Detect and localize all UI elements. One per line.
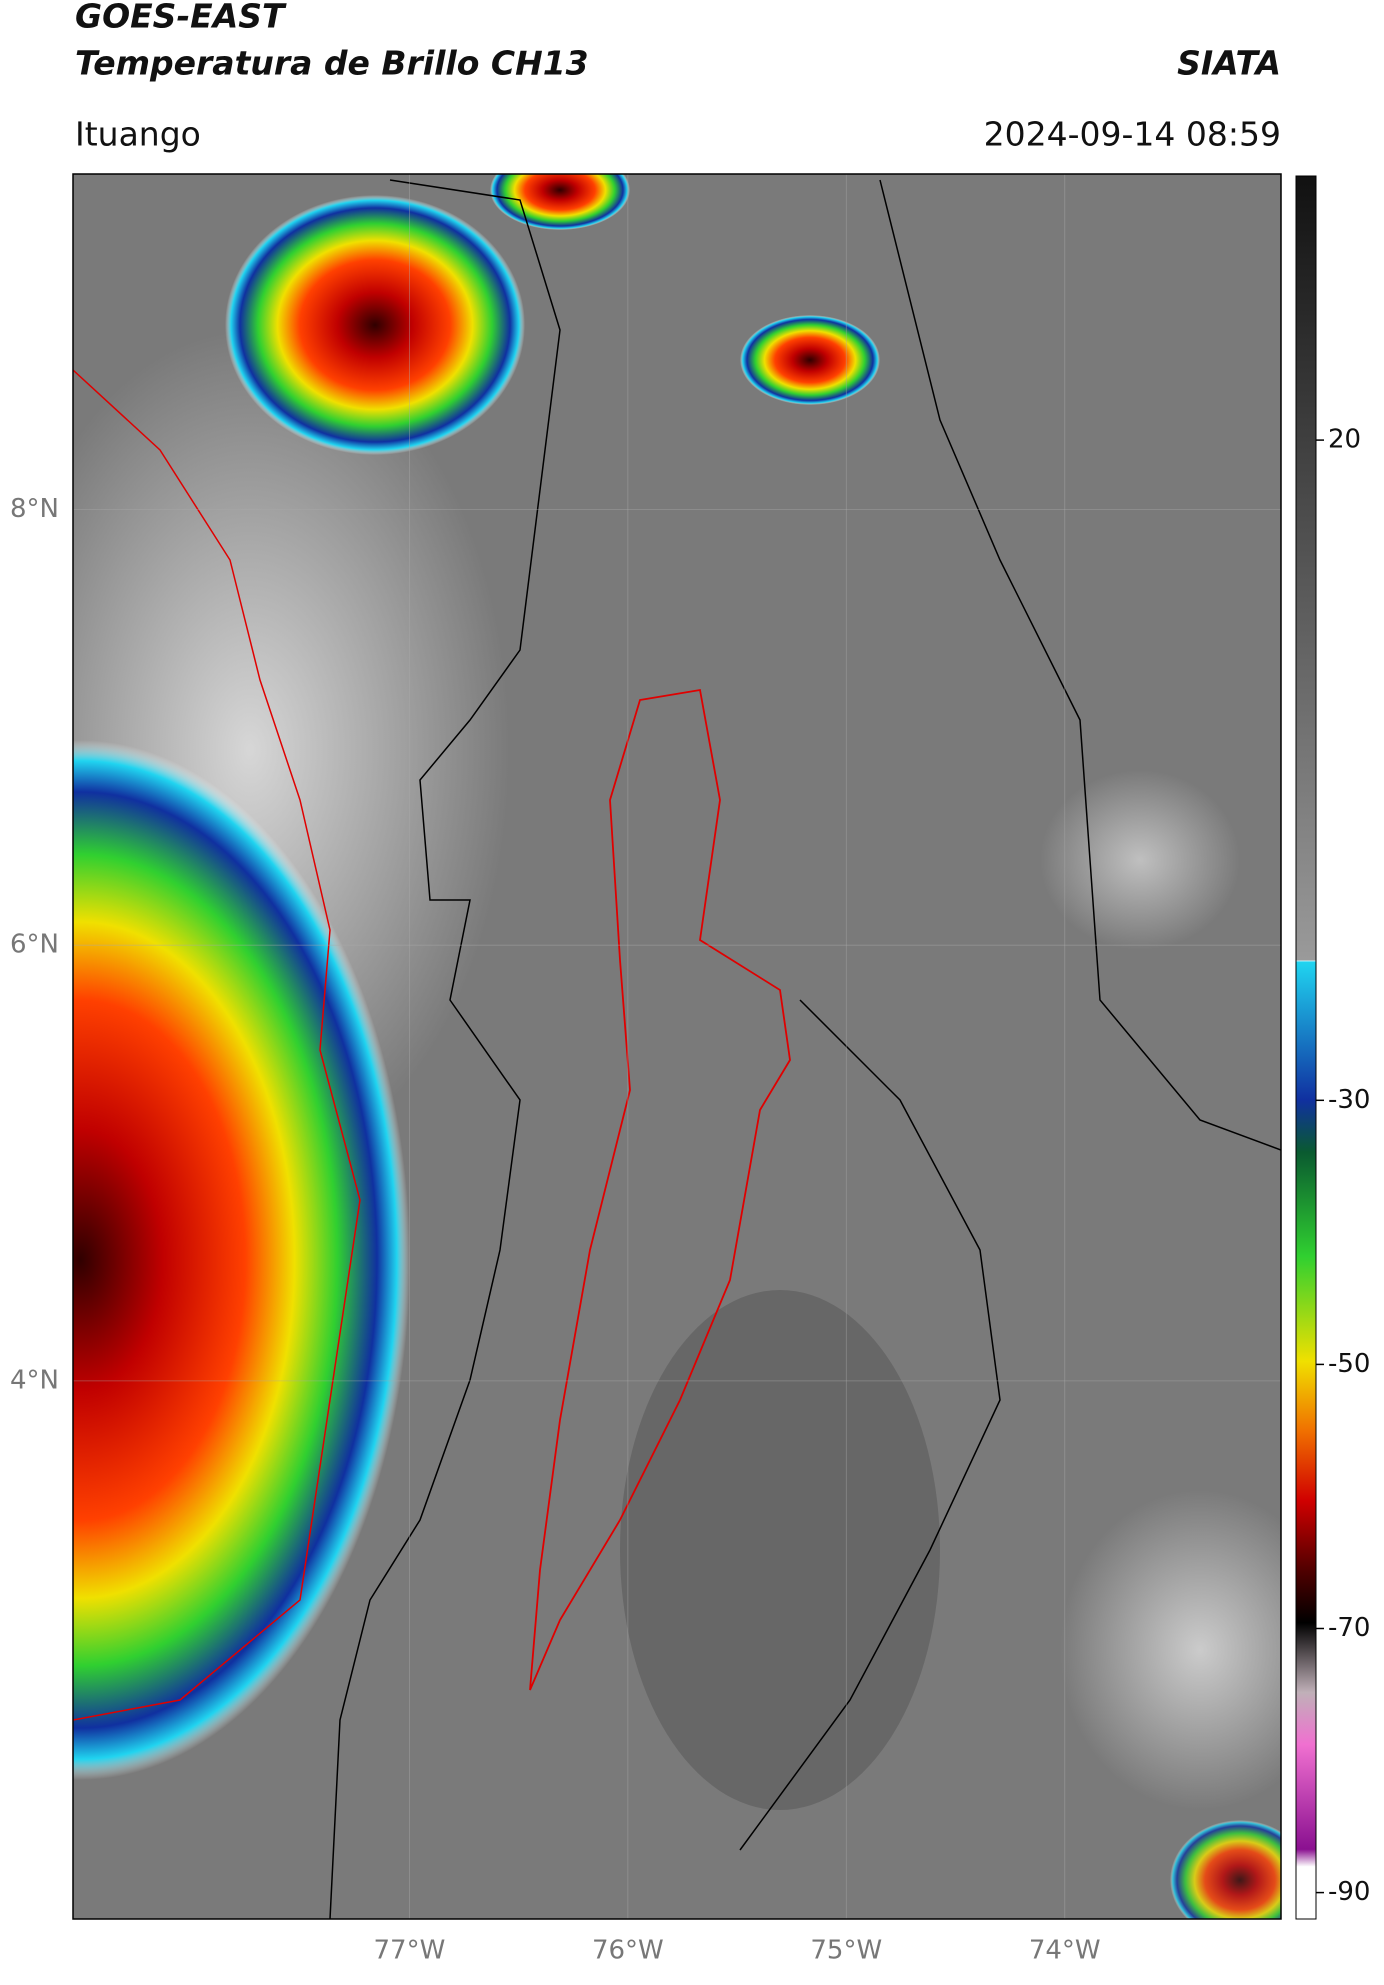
region: Ituango bbox=[75, 115, 201, 154]
map-frame bbox=[72, 173, 1282, 1920]
subtitle: Temperatura de Brillo CH13 bbox=[75, 44, 589, 83]
colorbar-tick-label: -70 bbox=[1328, 1613, 1370, 1643]
x-tick-label: 76°W bbox=[592, 1936, 664, 1966]
satellite-image bbox=[73, 174, 1281, 1919]
colorbar bbox=[1295, 175, 1317, 1920]
colorbar-tick-label: 20 bbox=[1328, 425, 1361, 455]
x-tick-label: 77°W bbox=[374, 1936, 446, 1966]
timestamp: 2024-09-14 08:59 bbox=[984, 115, 1281, 154]
colorbar-tick-label: -90 bbox=[1328, 1877, 1370, 1907]
x-tick-label: 75°W bbox=[810, 1936, 882, 1966]
y-tick-label: 4°N bbox=[10, 1365, 59, 1395]
colorbar-tick-label: -50 bbox=[1328, 1349, 1370, 1379]
source: SIATA bbox=[1177, 44, 1281, 83]
y-tick-label: 6°N bbox=[10, 930, 59, 960]
y-tick-label: 8°N bbox=[10, 494, 59, 524]
graticule bbox=[73, 174, 1281, 1919]
x-tick-label: 74°W bbox=[1029, 1936, 1101, 1966]
title: GOES-EAST bbox=[75, 0, 287, 36]
colorbar-tick-label: -30 bbox=[1328, 1085, 1370, 1115]
